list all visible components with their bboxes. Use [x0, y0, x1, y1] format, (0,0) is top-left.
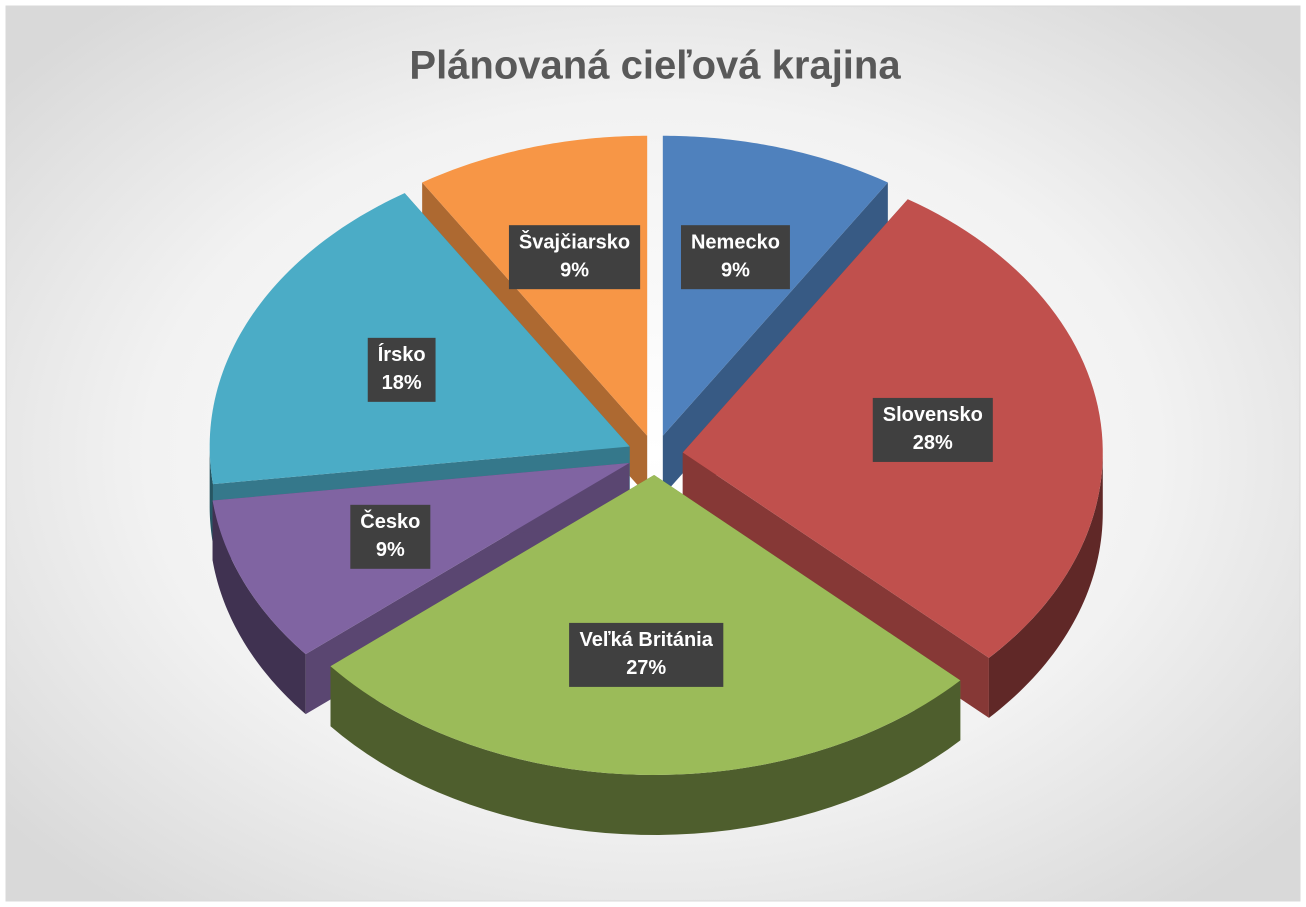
data-label-category: Švajčiarsko [519, 229, 630, 253]
data-label-category: Česko [360, 509, 420, 533]
slice-wall [988, 452, 1103, 718]
data-label-box [367, 337, 436, 402]
data-label-category: Veľká Británia [580, 629, 714, 651]
data-label-value: 9% [560, 259, 589, 281]
data-label-value: 28% [913, 432, 953, 454]
data-label-value: 18% [382, 372, 422, 394]
data-label-value: 9% [376, 539, 405, 561]
data-label-value: 9% [721, 259, 750, 281]
data-label-value: 27% [626, 657, 666, 679]
labels: Nemecko 9% Slovensko 28% Veľká Británia 27% Če… [350, 225, 993, 687]
data-label-category: Írsko [378, 343, 426, 366]
data-label-box [680, 225, 790, 290]
slice-wall [209, 446, 213, 545]
data-label-category: Nemecko [691, 231, 780, 253]
slice-wall [212, 500, 306, 715]
data-label-box [569, 622, 724, 687]
slice-wall [330, 666, 961, 835]
chart-title: Plánovaná cieľová krajina [409, 44, 901, 88]
data-label-box [508, 225, 641, 290]
data-label-box [350, 504, 431, 569]
data-label-box [872, 397, 993, 462]
data-label-category: Slovensko [883, 404, 983, 426]
